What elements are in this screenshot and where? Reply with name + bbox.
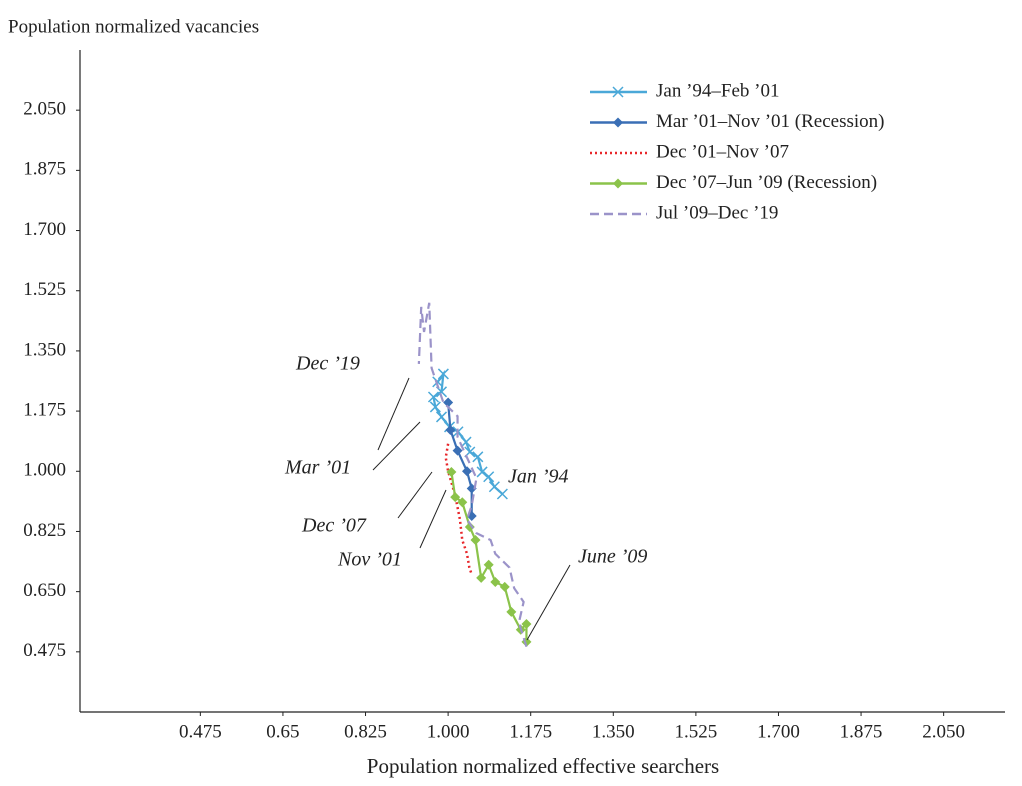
point-marker (461, 466, 472, 477)
legend-marker (612, 86, 624, 98)
x-axis-label: Population normalized effective searcher… (367, 754, 719, 778)
x-tick-label: 0.65 (266, 721, 299, 742)
x-tick-label: 1.175 (509, 721, 552, 742)
point-marker (464, 521, 475, 532)
annotation-pointer (377, 377, 410, 451)
point-marker (443, 397, 454, 408)
point-marker (476, 466, 488, 478)
point-marker (460, 436, 472, 448)
series-line (444, 443, 473, 575)
point-marker (506, 606, 517, 617)
x-tick-label: 0.825 (344, 721, 387, 742)
legend-label: Dec ’07–Jun ’09 (Recession) (656, 172, 877, 193)
legend-label: Jul ’09–Dec ’19 (656, 202, 778, 223)
point-marker (483, 471, 495, 483)
point-marker (472, 451, 484, 463)
legend-marker (613, 117, 623, 128)
point-marker (437, 368, 449, 380)
point-marker (488, 481, 500, 493)
y-tick-label: 1.875 (23, 159, 66, 180)
annotation: Nov ’01 (337, 549, 402, 571)
x-tick-label: 2.050 (922, 721, 965, 742)
annotation-pointer (526, 564, 571, 641)
point-marker (445, 425, 456, 436)
annotation-pointer (419, 489, 447, 549)
point-marker (483, 559, 494, 570)
annotation-pointer (372, 421, 421, 471)
annotation: Jan ’94 (508, 466, 569, 488)
point-marker (432, 376, 444, 388)
x-tick-label: 1.350 (592, 721, 635, 742)
point-marker (470, 535, 481, 546)
y-tick-label: 1.525 (23, 279, 66, 300)
y-tick-label: 2.050 (23, 99, 66, 120)
x-tick-label: 1.525 (675, 721, 718, 742)
point-marker (476, 572, 487, 583)
annotation: Mar ’01 (284, 457, 351, 479)
point-marker (429, 401, 441, 413)
point-marker (490, 577, 501, 588)
legend-label: Mar ’01–Nov ’01 (Recession) (656, 111, 884, 132)
x-tick-label: 1.875 (840, 721, 883, 742)
y-tick-label: 0.650 (23, 580, 66, 601)
y-tick-label: 1.000 (23, 460, 66, 481)
point-marker (446, 466, 457, 477)
legend-label: Dec ’01–Nov ’07 (656, 141, 789, 162)
x-tick-label: 1.700 (757, 721, 800, 742)
y-tick-label: 0.825 (23, 520, 66, 541)
annotation-pointer (397, 471, 433, 519)
y-tick-label: 1.700 (23, 219, 66, 240)
point-marker (450, 492, 461, 503)
y-tick-label: 1.175 (23, 399, 66, 420)
point-marker (521, 618, 532, 629)
series-line (450, 471, 528, 642)
y-tick-label: 1.350 (23, 339, 66, 360)
y-axis-label: Population normalized vacancies (8, 16, 259, 37)
legend-label: Jan ’94–Feb ’01 (656, 80, 779, 101)
annotation: June ’09 (578, 546, 647, 568)
x-tick-label: 1.000 (427, 721, 470, 742)
point-marker (427, 391, 440, 403)
x-tick-label: 0.475 (179, 721, 222, 742)
annotation: Dec ’19 (295, 353, 360, 375)
point-marker (457, 497, 468, 508)
point-marker (435, 411, 448, 423)
y-tick-label: 0.475 (23, 640, 66, 661)
annotation: Dec ’07 (301, 515, 367, 537)
point-marker (452, 445, 463, 456)
legend-marker (613, 178, 623, 189)
point-marker (499, 581, 510, 592)
series-line (417, 302, 528, 647)
